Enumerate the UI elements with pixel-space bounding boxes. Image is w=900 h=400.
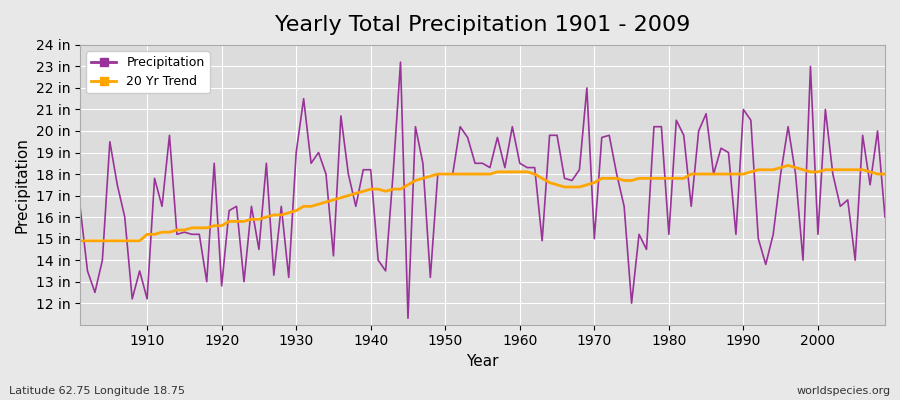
- Title: Yearly Total Precipitation 1901 - 2009: Yearly Total Precipitation 1901 - 2009: [274, 15, 690, 35]
- Precipitation: [298, 96, 309, 101]
- Legend: Precipitation, 20 Yr Trend: Precipitation, 20 Yr Trend: [86, 51, 210, 93]
- Precipitation: [529, 165, 540, 170]
- 20 Yr Trend: [343, 193, 354, 198]
- 20 Yr Trend: [515, 170, 526, 174]
- Precipitation: [879, 215, 890, 220]
- Precipitation: [402, 316, 413, 321]
- Precipitation: [343, 172, 354, 176]
- Precipitation: [618, 204, 629, 209]
- 20 Yr Trend: [134, 238, 145, 243]
- Precipitation: [522, 165, 533, 170]
- Line: Precipitation: Precipitation: [80, 62, 885, 318]
- 20 Yr Trend: [879, 172, 890, 176]
- 20 Yr Trend: [604, 176, 615, 181]
- Text: Latitude 62.75 Longitude 18.75: Latitude 62.75 Longitude 18.75: [9, 386, 185, 396]
- 20 Yr Trend: [75, 238, 86, 243]
- Precipitation: [395, 60, 406, 64]
- Precipitation: [75, 204, 86, 209]
- Y-axis label: Precipitation: Precipitation: [15, 137, 30, 233]
- Line: 20 Yr Trend: 20 Yr Trend: [80, 166, 885, 241]
- Precipitation: [134, 268, 145, 273]
- 20 Yr Trend: [783, 163, 794, 168]
- X-axis label: Year: Year: [466, 354, 499, 369]
- 20 Yr Trend: [298, 204, 309, 209]
- 20 Yr Trend: [507, 170, 517, 174]
- Text: worldspecies.org: worldspecies.org: [796, 386, 891, 396]
